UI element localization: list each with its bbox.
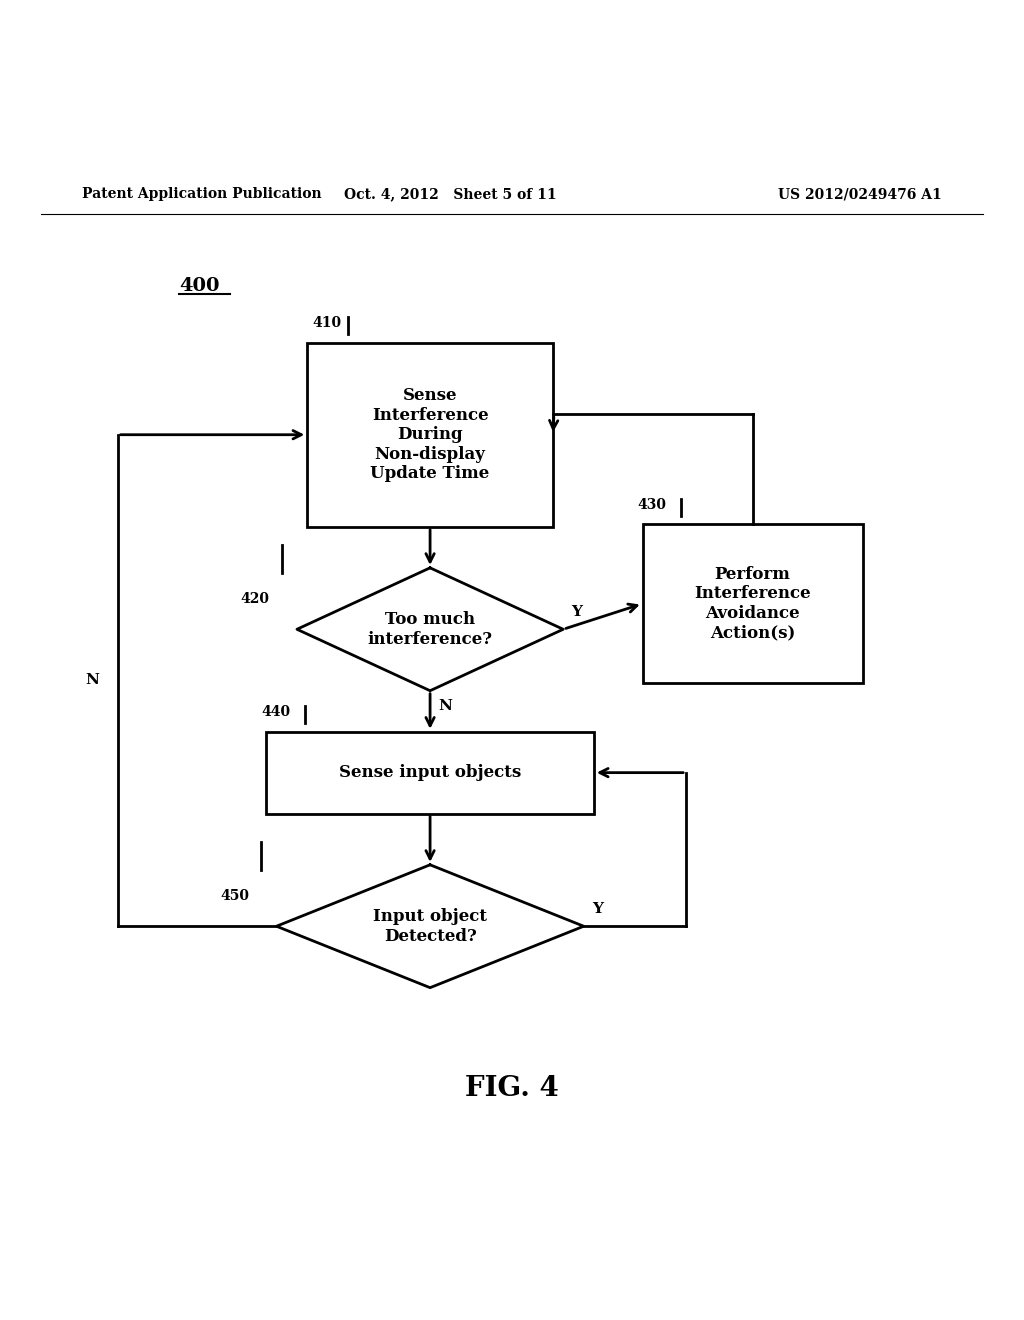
Text: Too much
interference?: Too much interference?: [368, 611, 493, 648]
Text: N: N: [85, 673, 99, 688]
Text: 450: 450: [220, 888, 249, 903]
Text: Oct. 4, 2012   Sheet 5 of 11: Oct. 4, 2012 Sheet 5 of 11: [344, 187, 557, 201]
Text: Y: Y: [571, 605, 583, 619]
Bar: [643, 524, 862, 682]
Text: Y: Y: [592, 902, 603, 916]
Text: Input object
Detected?: Input object Detected?: [373, 908, 487, 945]
Text: FIG. 4: FIG. 4: [465, 1074, 559, 1101]
Text: 420: 420: [241, 591, 269, 606]
Text: 410: 410: [312, 317, 341, 330]
Text: 440: 440: [261, 705, 290, 719]
Text: 400: 400: [179, 277, 220, 296]
Text: US 2012/0249476 A1: US 2012/0249476 A1: [778, 187, 942, 201]
Bar: [266, 731, 594, 813]
Bar: [307, 343, 553, 527]
Text: 430: 430: [637, 498, 667, 512]
Text: N: N: [438, 698, 453, 713]
Text: Sense
Interference
During
Non-display
Update Time: Sense Interference During Non-display Up…: [371, 387, 489, 482]
Text: Patent Application Publication: Patent Application Publication: [82, 187, 322, 201]
Text: Perform
Interference
Avoidance
Action(s): Perform Interference Avoidance Action(s): [694, 566, 811, 642]
Text: Sense input objects: Sense input objects: [339, 764, 521, 781]
